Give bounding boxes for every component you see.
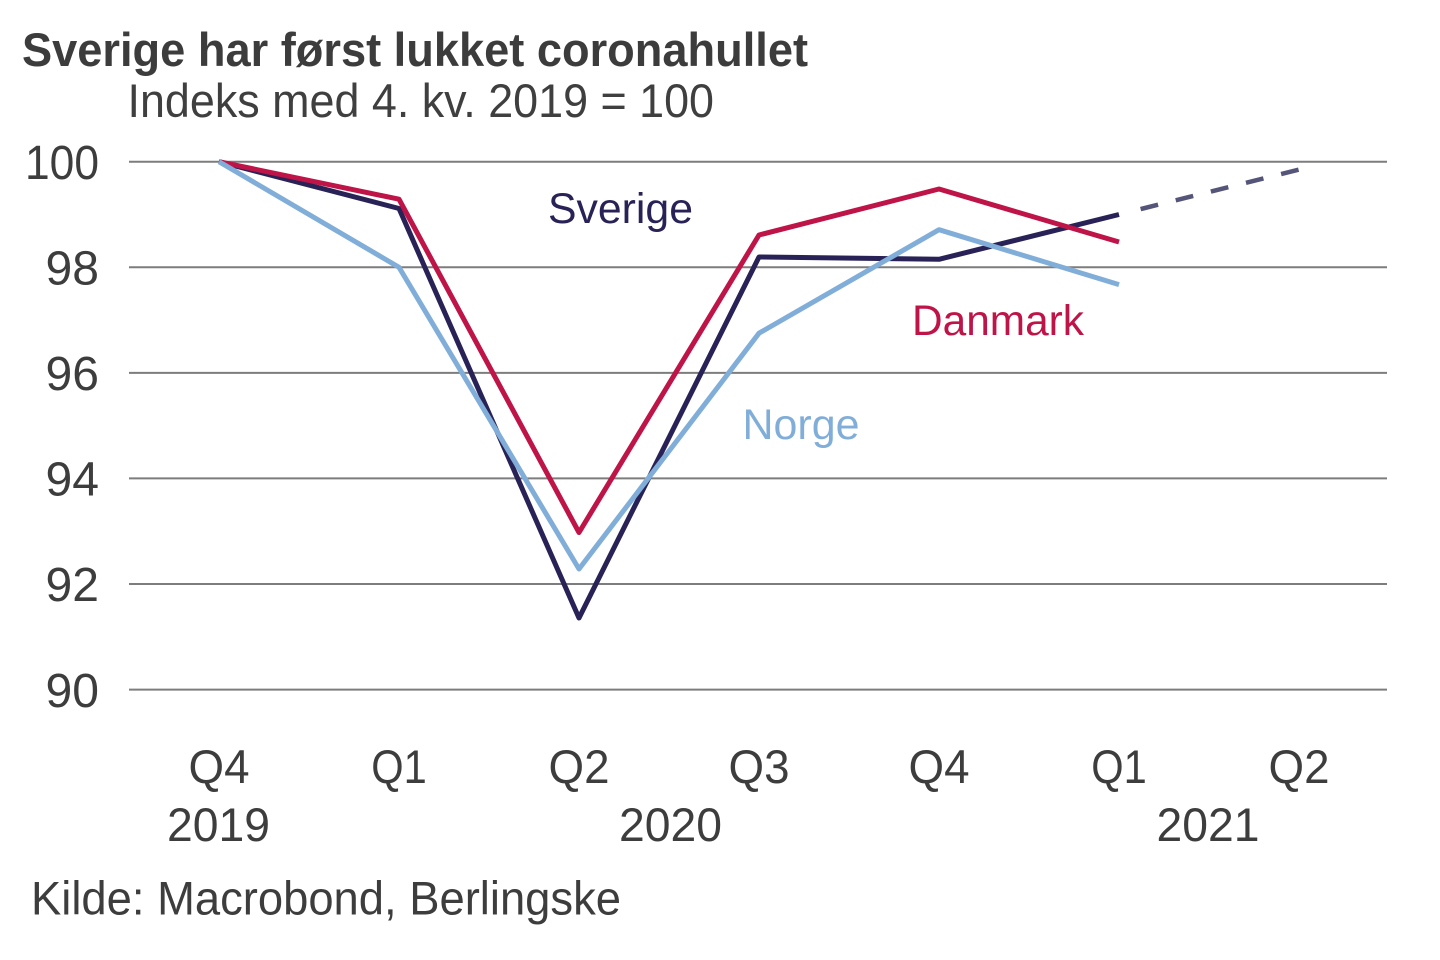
svg-text:96: 96 (46, 348, 100, 401)
svg-text:Q2: Q2 (549, 740, 610, 793)
svg-text:98: 98 (46, 243, 100, 296)
svg-text:Kilde: Macrobond, Berlingske: Kilde: Macrobond, Berlingske (31, 872, 621, 925)
svg-text:90: 90 (46, 665, 100, 718)
svg-text:92: 92 (46, 559, 100, 612)
svg-text:2019: 2019 (167, 798, 270, 851)
svg-text:Norge: Norge (743, 402, 860, 449)
svg-text:Sverige har først lukket coron: Sverige har først lukket coronahullet (22, 23, 808, 76)
svg-text:Danmark: Danmark (912, 298, 1085, 345)
svg-text:Q3: Q3 (729, 740, 790, 793)
svg-text:Sverige: Sverige (548, 186, 693, 233)
svg-text:Indeks med 4. kv. 2019 = 100: Indeks med 4. kv. 2019 = 100 (128, 74, 715, 127)
svg-text:Q1: Q1 (371, 740, 427, 793)
svg-text:100: 100 (25, 137, 99, 190)
svg-text:2021: 2021 (1157, 798, 1260, 851)
svg-text:Q2: Q2 (1269, 740, 1330, 793)
svg-text:Q4: Q4 (909, 740, 970, 793)
svg-text:2020: 2020 (619, 798, 722, 851)
svg-text:Q1: Q1 (1091, 740, 1147, 793)
svg-text:Q4: Q4 (189, 740, 250, 793)
svg-text:94: 94 (46, 454, 100, 507)
